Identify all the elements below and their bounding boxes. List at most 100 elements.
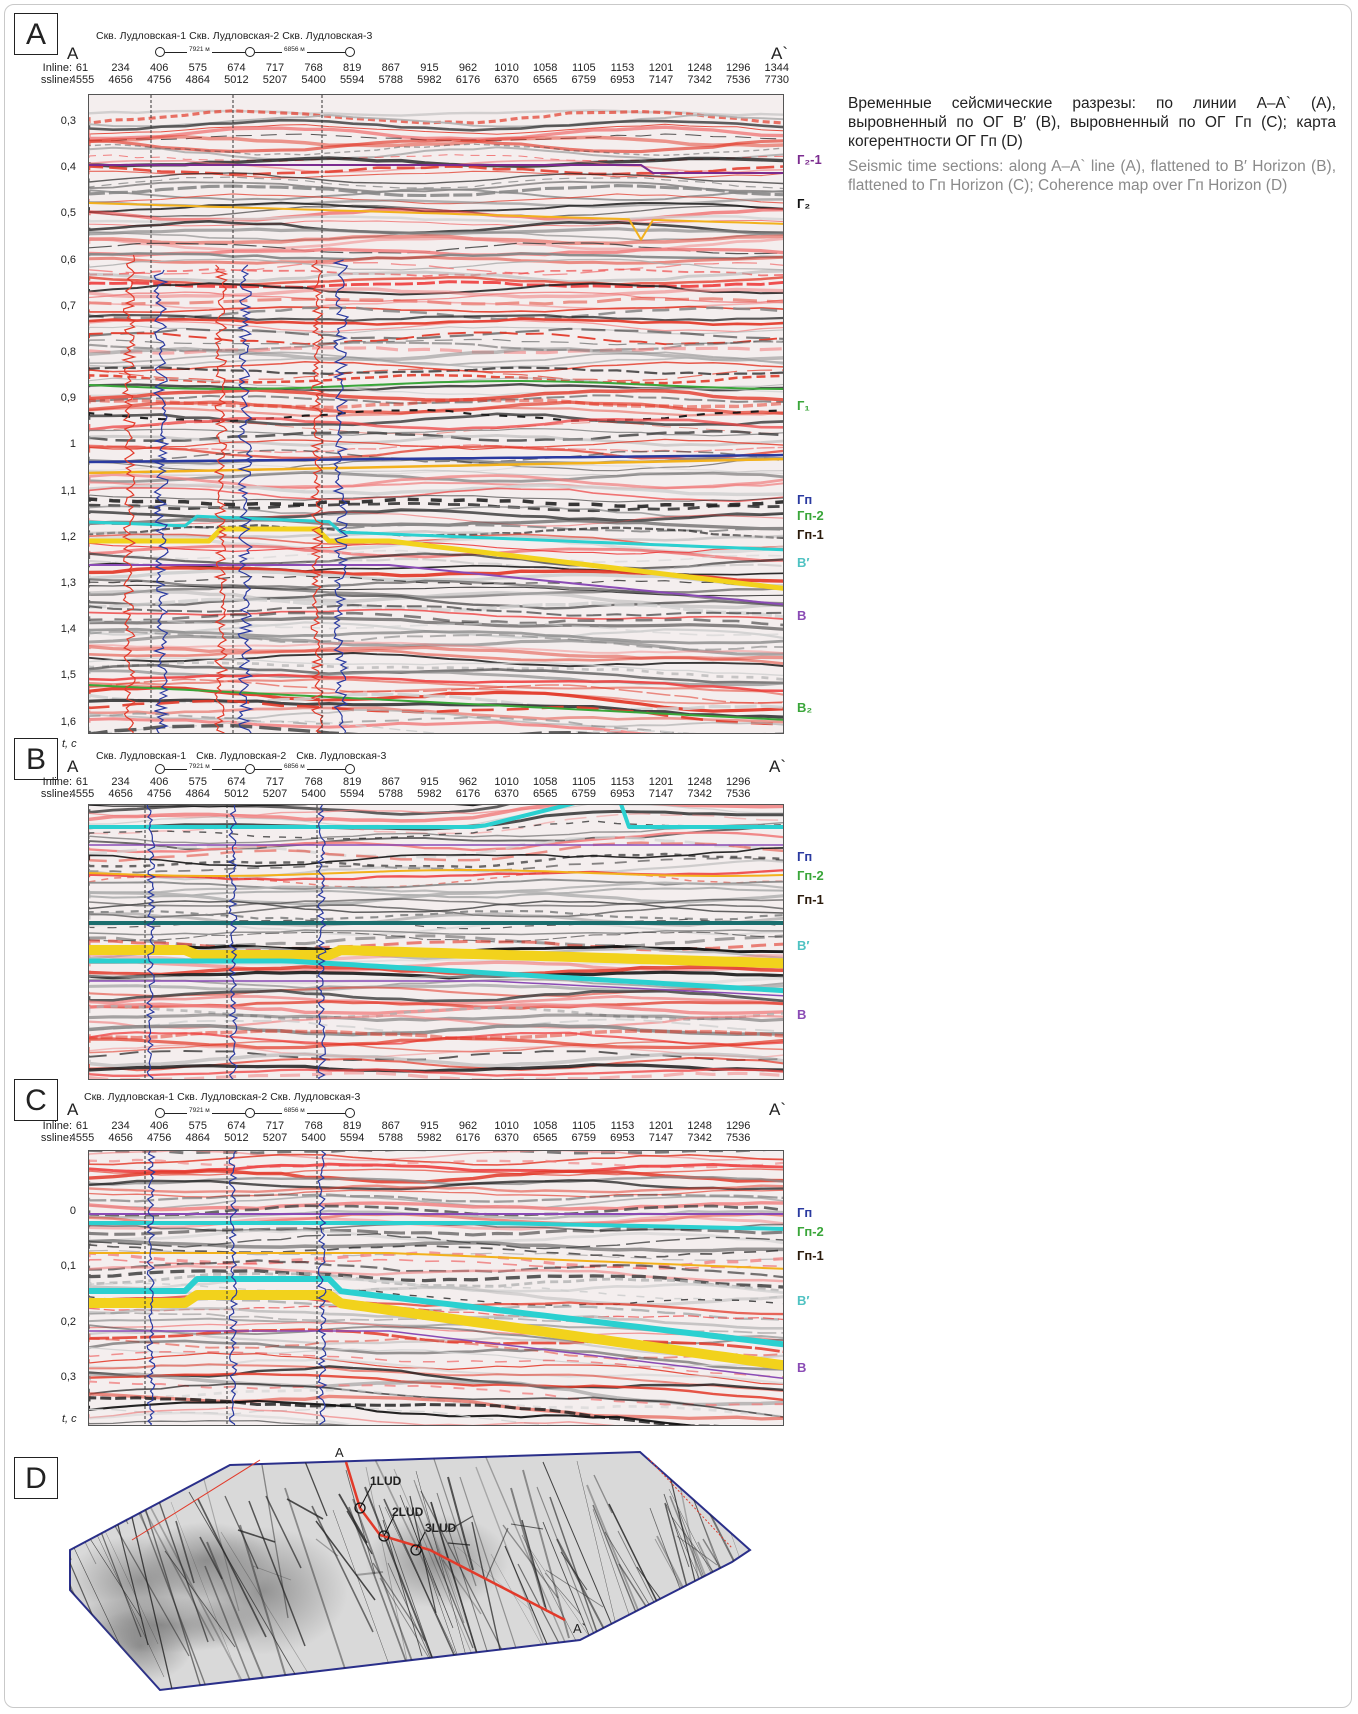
- ssline-value: 6565: [532, 788, 558, 800]
- well-marker-2: [245, 47, 255, 57]
- trace-tick: 819 5594: [332, 776, 372, 800]
- panel-c-end-label: A`: [769, 1100, 786, 1119]
- panel-c-well-names: Скв. Лудловская-1 Скв. Лудловская-2 Скв. Л…: [84, 1091, 363, 1103]
- well-log-curve: [227, 805, 239, 1079]
- well-marker-3: [345, 764, 355, 774]
- coherence-map: [69, 1450, 752, 1692]
- inline-label: Inline:: [42, 62, 72, 74]
- horizon-label: В′: [797, 938, 810, 953]
- well-log-curve: [121, 254, 137, 733]
- well-name-1: Скв. Лудловская-1: [96, 30, 187, 42]
- leader-line: [415, 1531, 426, 1551]
- trace-tick: 867 5788: [371, 776, 411, 800]
- inline-value: 674: [227, 776, 246, 788]
- ssline-value: 6176: [455, 788, 481, 800]
- map-well-2lud: 2LUD: [392, 1505, 424, 1519]
- inline-value: 61: [75, 62, 89, 74]
- ssline-value: 5982: [417, 74, 442, 86]
- trace-tick: 406 4756: [139, 776, 179, 800]
- ssline-value: 6176: [455, 1132, 481, 1144]
- ssline-value: 6565: [532, 1132, 558, 1144]
- panel-b-seismic-section: [88, 804, 784, 1080]
- ssline-value: 4555: [69, 1132, 95, 1144]
- panel-c-seismic-section: [88, 1150, 784, 1426]
- ssline-label: ssline:: [40, 1132, 72, 1144]
- trace-tick: 962 6176: [448, 62, 488, 86]
- panel-b-trace-ticks: 61 4555 234 4656 406 4756 575 4864 674 5012 717 520…: [62, 776, 802, 802]
- ssline-value: 7730: [764, 74, 790, 86]
- well-name-2: Скв. Лудловская-2: [196, 750, 287, 762]
- trace-tick: 61 4555: [62, 62, 102, 86]
- well-marker-1: [155, 1108, 165, 1118]
- time-tick-label: 0,8: [60, 346, 76, 358]
- horizon-label: Гп: [797, 492, 813, 507]
- ssline-value: 5788: [378, 1132, 404, 1144]
- ssline-value: 5400: [301, 788, 326, 800]
- panel-d-letter: D: [14, 1457, 58, 1499]
- trace-tick: 1296 7536: [718, 776, 758, 800]
- trace-tick: 61 4555: [62, 1120, 102, 1144]
- panel-c-letter: C: [14, 1079, 58, 1121]
- inline-value: 575: [188, 776, 207, 788]
- ssline-value: 5207: [262, 74, 288, 86]
- trace-tick: 1058 6565: [525, 1120, 565, 1144]
- trace-tick: 717 5207: [255, 776, 295, 800]
- well-marker-3lud: [410, 1544, 422, 1556]
- inline-value: 1296: [725, 62, 751, 74]
- ssline-value: 4555: [69, 74, 95, 86]
- ssline-value: 7147: [648, 74, 674, 86]
- time-tick-label: 0,9: [60, 392, 76, 405]
- inline-value: 819: [343, 776, 362, 788]
- trace-tick: 406 4756: [139, 1120, 179, 1144]
- ssline-value: 6759: [571, 74, 597, 86]
- well-log-curve: [236, 264, 255, 733]
- horizon-label: В₂: [797, 700, 813, 715]
- trace-tick: 867 5788: [371, 62, 411, 86]
- inline-value: 1248: [687, 1120, 712, 1132]
- trace-tick: 575 4864: [178, 1120, 218, 1144]
- trace-tick: 1201 7147: [641, 62, 681, 86]
- well-name-3: Скв. Лудловская-3: [282, 30, 373, 42]
- inline-value: 1010: [494, 62, 519, 74]
- inline-value: 1153: [610, 1120, 635, 1132]
- well-name-2: Скв. Лудловская-2: [189, 30, 280, 42]
- panel-c-trace-ticks: 61 4555 234 4656 406 4756 575 4864 674 5012 717 520…: [62, 1120, 802, 1146]
- well-marker-3: [345, 1108, 355, 1118]
- ssline-value: 5012: [224, 74, 249, 86]
- ssline-value: 4656: [108, 1132, 133, 1144]
- ssline-value: 6370: [494, 1132, 519, 1144]
- leader-line: [359, 1484, 373, 1509]
- well-log-curve: [316, 1151, 328, 1425]
- ssline-value: 6565: [532, 74, 558, 86]
- ssline-value: 5594: [339, 1132, 365, 1144]
- ssline-value: 4656: [108, 788, 133, 800]
- time-tick-label: 0,1: [60, 1260, 76, 1273]
- map-well-3lud: 3LUD: [425, 1521, 457, 1535]
- ssline-value: 5207: [262, 1132, 288, 1144]
- ssline-value: 5594: [339, 74, 365, 86]
- panel-c-time-unit: t, c: [62, 1413, 77, 1425]
- ssline-value: 5400: [301, 1132, 326, 1144]
- ssline-value: 6759: [571, 788, 597, 800]
- well-log-curve: [316, 805, 327, 1079]
- inline-value: 575: [188, 62, 207, 74]
- panel-a-time-unit: t, c: [62, 738, 77, 750]
- figure-frame: [4, 4, 1352, 1708]
- horizon-label: Гп-1: [797, 527, 824, 542]
- trace-tick: 768 5400: [294, 776, 334, 800]
- well-name-1: Скв. Лудловская-1: [96, 750, 187, 762]
- inline-value: 915: [420, 1120, 439, 1132]
- ssline-value: 5788: [378, 788, 404, 800]
- trace-tick: 1010 6370: [487, 776, 527, 800]
- inline-value: 1153: [610, 62, 635, 74]
- ssline-value: 6370: [494, 788, 519, 800]
- horizon-label: Гп-1: [797, 1248, 824, 1263]
- ssline-value: 6953: [610, 74, 635, 86]
- trace-tick: 406 4756: [139, 62, 179, 86]
- well-log-curve: [228, 1151, 239, 1425]
- time-tick-label: 0,6: [60, 253, 76, 266]
- inline-value: 717: [265, 1120, 285, 1132]
- ssline-value: 4864: [185, 1132, 211, 1144]
- inline-value: 819: [343, 62, 362, 74]
- inline-value: 406: [150, 776, 169, 788]
